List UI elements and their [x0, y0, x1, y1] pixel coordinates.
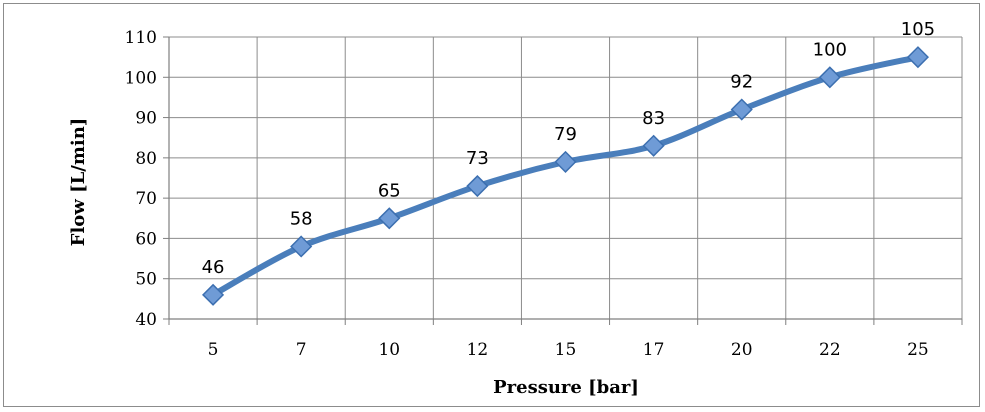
series-line: [210, 54, 921, 298]
data-label: 58: [290, 208, 313, 229]
x-tick-label: 7: [296, 340, 307, 360]
data-label: 83: [642, 108, 665, 129]
series-group: [201, 46, 930, 306]
data-label-group: 46 58 65 73 79 83 92 100 105: [202, 19, 936, 278]
x-tick-label: 25: [907, 340, 929, 360]
y-tick-label: 40: [135, 310, 157, 330]
x-tick-label: 10: [378, 340, 400, 360]
y-tick-label: 100: [125, 68, 157, 88]
data-label: 92: [730, 72, 753, 93]
data-label: 65: [378, 180, 401, 201]
data-label: 79: [554, 124, 577, 145]
data-label: 105: [901, 19, 935, 40]
x-tick-label: 15: [555, 340, 577, 360]
y-tick-label: 90: [135, 109, 157, 129]
flow-pressure-chart: 40 50 60 70 80 90 100 110 5 7 10 12 15 17 20 22 25 46 58…: [68, 19, 963, 398]
data-label: 46: [202, 257, 225, 278]
y-tick-labels: 40 50 60 70 80 90 100 110: [125, 28, 157, 330]
data-point-marker: [906, 46, 930, 69]
x-tick-labels: 5 7 10 12 15 17 20 22 25: [208, 340, 929, 360]
grid-lines: [168, 36, 963, 320]
data-label: 73: [466, 148, 489, 169]
x-tick-label: 17: [643, 340, 665, 360]
chart-frame: 40 50 60 70 80 90 100 110 5 7 10 12 15 17 20 22 25 46 58…: [3, 3, 980, 407]
x-tick-label: 12: [467, 340, 489, 360]
data-label: 100: [813, 39, 847, 60]
y-tick-label: 60: [135, 229, 157, 249]
data-point-marker: [730, 98, 753, 121]
x-tick-label: 5: [208, 340, 219, 360]
data-point-marker: [290, 235, 313, 258]
x-tick-label: 22: [819, 340, 841, 360]
x-axis-title: Pressure [bar]: [493, 377, 639, 398]
y-tick-label: 70: [135, 189, 157, 209]
data-point-marker: [466, 174, 489, 198]
y-axis-title: Flow [L/min]: [68, 118, 89, 247]
y-tick-label: 110: [125, 28, 157, 48]
y-tick-label: 50: [135, 270, 157, 290]
y-tick-label: 80: [135, 149, 157, 169]
data-point-marker: [554, 150, 577, 173]
data-point-marker: [818, 66, 841, 89]
data-point-marker: [201, 283, 225, 306]
data-point-marker: [642, 134, 665, 157]
x-tick-label: 20: [731, 340, 753, 360]
axes: [163, 36, 963, 325]
data-point-marker: [378, 207, 401, 230]
